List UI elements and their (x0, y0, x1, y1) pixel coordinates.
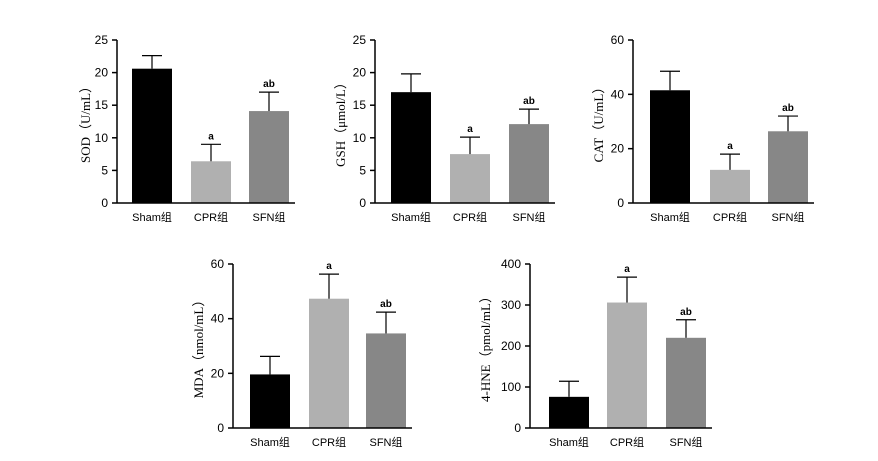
y-tick-label-cat-1: 20 (611, 142, 625, 156)
bar-sod-2 (191, 161, 231, 203)
category-label-cat-3: SFN组 (772, 210, 805, 224)
significance-label-gsh-3: ab (523, 96, 535, 107)
category-label-cat-1: Sham组 (650, 210, 690, 224)
y-tick-label-mda-2: 40 (211, 312, 225, 326)
y-tick-label-hne-0: 0 (514, 421, 521, 435)
significance-label-hne-2: a (624, 264, 630, 275)
y-tick-label-gsh-3: 15 (353, 98, 367, 112)
y-tick-label-gsh-5: 25 (353, 33, 367, 47)
y-tick-label-gsh-2: 10 (353, 131, 367, 145)
y-tick-label-sod-1: 5 (101, 163, 108, 177)
y-tick-label-cat-3: 60 (611, 33, 625, 47)
y-axis-title-mda: MDA（nmol/mL） (191, 294, 206, 399)
bar-mda-1 (250, 374, 290, 428)
bar-gsh-1 (391, 92, 431, 203)
bar-cat-1 (650, 90, 690, 203)
y-tick-label-sod-0: 0 (101, 196, 108, 210)
bar-sod-3 (249, 111, 289, 203)
category-label-mda-3: SFN组 (370, 435, 403, 449)
chart-gsh: Sham组 a CPR组 ab SFN组 0 5 10 15 20 25 GSH（μmol/L） (333, 33, 555, 224)
category-label-hne-3: SFN组 (670, 435, 703, 449)
category-label-mda-2: CPR组 (312, 435, 346, 449)
y-tick-label-hne-3: 300 (501, 298, 521, 312)
chart-sod: Sham组 a CPR组 ab SFN组 0 5 10 15 20 25 SOD（U/mL） (78, 33, 295, 224)
y-tick-label-cat-0: 0 (617, 196, 624, 210)
chart-cat: Sham组 a CPR组 ab SFN组 0 20 40 60 CAT（U/mL） (591, 33, 814, 224)
category-label-hne-2: CPR组 (610, 435, 644, 449)
y-tick-label-hne-2: 200 (501, 339, 521, 353)
category-label-sod-3: SFN组 (253, 210, 286, 224)
chart-mda: Sham组 a CPR组 ab SFN组 0 20 40 60 MDA（nmol/mL） (191, 257, 412, 449)
y-axis-title-sod: SOD（U/mL） (78, 80, 93, 163)
y-tick-label-sod-3: 15 (95, 98, 109, 112)
category-label-gsh-3: SFN组 (513, 210, 546, 224)
y-tick-label-gsh-1: 5 (359, 163, 366, 177)
bar-cat-3 (768, 131, 808, 203)
bar-sod-1 (132, 68, 172, 203)
bar-gsh-2 (450, 154, 490, 203)
category-label-gsh-2: CPR组 (453, 210, 487, 224)
significance-label-gsh-2: a (467, 124, 473, 135)
category-label-sod-1: Sham组 (132, 210, 172, 224)
significance-label-sod-3: ab (263, 79, 275, 90)
bar-cat-2 (710, 169, 750, 203)
y-tick-label-sod-4: 20 (95, 66, 109, 80)
y-tick-label-hne-1: 100 (501, 380, 521, 394)
chart-hne: Sham组 a CPR组 ab SFN组 0 100 200 300 400 4-HNE（pmol/… (478, 257, 712, 449)
bar-hne-1 (549, 396, 589, 428)
y-axis-title-gsh: GSH（μmol/L） (333, 76, 348, 167)
bar-hne-2 (607, 302, 647, 428)
significance-label-cat-2: a (727, 141, 733, 152)
y-tick-label-mda-0: 0 (217, 421, 224, 435)
y-axis-title-cat: CAT（U/mL） (591, 81, 606, 163)
category-label-mda-1: Sham组 (250, 435, 290, 449)
bar-hne-3 (666, 337, 706, 428)
category-label-gsh-1: Sham组 (391, 210, 431, 224)
y-tick-label-gsh-0: 0 (359, 196, 366, 210)
significance-label-hne-3: ab (680, 307, 692, 318)
y-tick-label-mda-1: 20 (211, 366, 225, 380)
significance-label-mda-3: ab (380, 299, 392, 310)
significance-label-mda-2: a (326, 261, 332, 272)
bar-gsh-3 (509, 124, 549, 203)
bar-mda-3 (366, 333, 406, 428)
y-tick-label-mda-3: 60 (211, 257, 225, 271)
y-tick-label-gsh-4: 20 (353, 66, 367, 80)
y-tick-label-sod-2: 10 (95, 131, 109, 145)
y-tick-label-hne-4: 400 (501, 257, 521, 271)
y-axis-title-hne: 4-HNE（pmol/mL） (478, 290, 493, 402)
category-label-hne-1: Sham组 (549, 435, 589, 449)
category-label-cat-2: CPR组 (713, 210, 747, 224)
category-label-sod-2: CPR组 (194, 210, 228, 224)
y-tick-label-cat-2: 40 (611, 87, 625, 101)
y-tick-label-sod-5: 25 (95, 33, 109, 47)
significance-label-sod-2: a (208, 131, 214, 142)
bar-mda-2 (309, 298, 349, 428)
significance-label-cat-3: ab (782, 103, 794, 114)
